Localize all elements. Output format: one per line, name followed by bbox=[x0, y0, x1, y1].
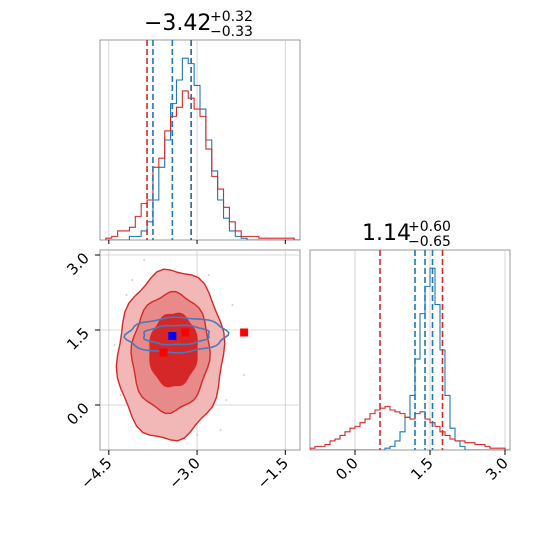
scatter-point bbox=[243, 374, 246, 376]
panel-bottom-left bbox=[99, 249, 301, 451]
title-main-text: −3.42 bbox=[144, 11, 211, 36]
y-tick-label: 0.0 bbox=[63, 399, 93, 429]
histogram-step-series bbox=[310, 405, 510, 450]
scatter-point bbox=[119, 394, 122, 396]
x-tick-label: 0.0 bbox=[332, 454, 362, 484]
scatter-point bbox=[219, 429, 222, 431]
y-tick-label: 3.0 bbox=[63, 249, 93, 279]
histogram-step-series bbox=[105, 90, 300, 240]
x-tick-label: 3.0 bbox=[482, 454, 512, 484]
x-tick-label: −3.0 bbox=[165, 454, 203, 492]
title-sup-text: +0.60 bbox=[408, 219, 451, 235]
scatter-point bbox=[131, 279, 134, 281]
red-square-marker bbox=[159, 348, 168, 357]
panel-top-left-frame bbox=[99, 39, 301, 241]
panel-bottom-right: 1.14 +0.60 −0.65 bbox=[309, 219, 511, 451]
red-square-marker bbox=[240, 328, 249, 337]
scatter-point bbox=[225, 399, 228, 401]
panel-top-left: −3.42 +0.32 −0.33 bbox=[99, 9, 301, 241]
contour-bottom-left bbox=[100, 250, 300, 450]
scatter-point bbox=[113, 344, 116, 346]
title-sup-text: +0.32 bbox=[210, 9, 253, 25]
scatter-point bbox=[196, 434, 199, 436]
scatter-point bbox=[231, 304, 234, 306]
x-tick-label: 1.5 bbox=[407, 454, 437, 484]
scatter-point bbox=[125, 294, 128, 296]
blue-contour-level bbox=[142, 324, 211, 346]
histogram-top-left bbox=[105, 40, 300, 240]
title-main-text: 1.14 bbox=[362, 221, 411, 246]
histogram-bottom-right bbox=[310, 250, 510, 450]
x-tick-label: −1.5 bbox=[254, 454, 292, 492]
x-tick-label: −4.5 bbox=[77, 454, 115, 492]
panel-bottom-right-frame bbox=[309, 249, 511, 451]
blue-square-marker bbox=[168, 332, 177, 340]
title-sub-text: −0.65 bbox=[408, 234, 451, 250]
blue-contour-level bbox=[123, 316, 230, 354]
panel-bottom-right-title: 1.14 +0.60 −0.65 bbox=[362, 219, 451, 250]
histogram-step-series bbox=[310, 267, 510, 450]
y-tick-label: 1.5 bbox=[63, 324, 93, 354]
title-sub-text: −0.33 bbox=[210, 24, 253, 40]
red-square-marker bbox=[181, 328, 190, 337]
panel-top-left-title: −3.42 +0.32 −0.33 bbox=[144, 9, 253, 40]
scatter-point bbox=[143, 259, 146, 261]
scatter-point bbox=[207, 274, 210, 276]
